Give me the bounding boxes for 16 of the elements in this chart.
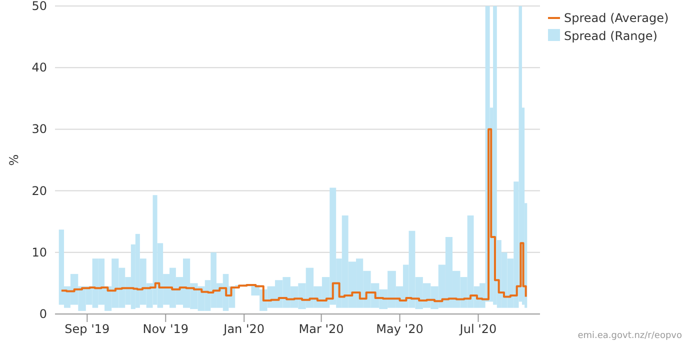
x-tick-label: Mar '20 xyxy=(298,322,344,336)
y-axis-title: % xyxy=(7,154,21,166)
y-tick-label: 10 xyxy=(32,245,47,260)
y-tick-label: 30 xyxy=(32,122,47,136)
y-tick-label: 0 xyxy=(39,307,47,321)
y-tick-label: 50 xyxy=(32,0,47,13)
legend-label: Spread (Average) xyxy=(564,11,669,25)
x-tick-label: Nov '19 xyxy=(142,322,189,336)
legend-label: Spread (Range) xyxy=(564,29,658,43)
x-tick-label: Sep '19 xyxy=(64,322,110,336)
x-tick-label: Jul '20 xyxy=(458,322,497,336)
text: emi.ea.govt.nz/r/eopvo xyxy=(578,331,682,341)
x-tick-label: Jan '20 xyxy=(222,322,265,336)
x-tick-label: May '20 xyxy=(376,322,424,336)
y-tick-label: 20 xyxy=(32,184,47,198)
y-tick-label: 40 xyxy=(32,60,47,75)
